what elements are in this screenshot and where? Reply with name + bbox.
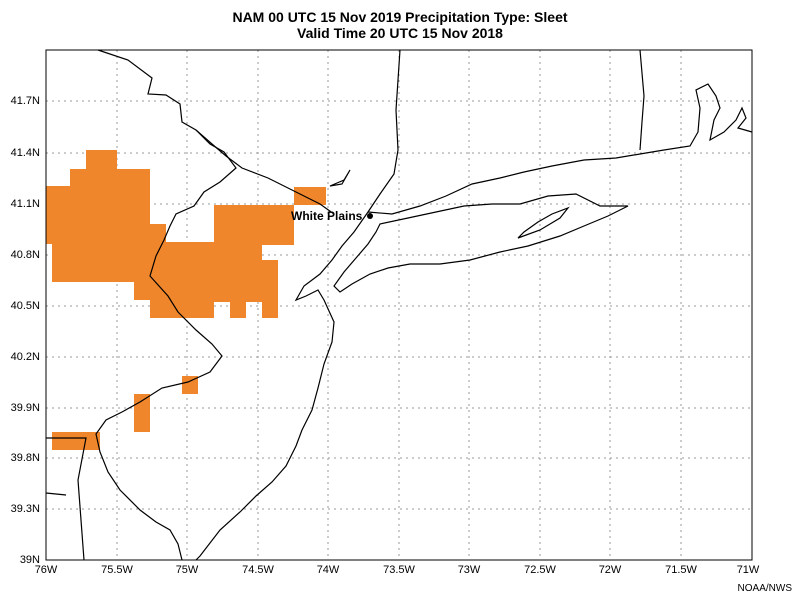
lat-tick: 39.8N bbox=[10, 452, 40, 464]
lon-tick: 75.5W bbox=[101, 564, 133, 576]
sleet-area bbox=[46, 150, 326, 450]
map-title: NAM 00 UTC 15 Nov 2019 Precipitation Typ… bbox=[232, 9, 568, 25]
sleet-cell bbox=[294, 187, 326, 205]
lon-tick: 73.5W bbox=[383, 564, 415, 576]
map-frame bbox=[45, 49, 753, 561]
grid-lines bbox=[46, 50, 752, 560]
lat-tick: 41.4N bbox=[10, 147, 40, 159]
lat-tick: 39N bbox=[19, 554, 40, 566]
sleet-cell bbox=[46, 186, 150, 226]
lon-tick: 76W bbox=[34, 564, 58, 576]
lat-tick: 40.8N bbox=[10, 249, 40, 261]
credit-label: NOAA/NWS bbox=[737, 583, 792, 594]
lon-tick: 74.5W bbox=[242, 564, 274, 576]
lat-tick: 40.2N bbox=[10, 351, 40, 363]
map-subtitle: Valid Time 20 UTC 15 Nov 2018 bbox=[297, 25, 503, 41]
sleet-cell bbox=[86, 150, 117, 170]
city-marker bbox=[367, 213, 373, 219]
lat-tick: 39.9N bbox=[10, 402, 40, 414]
lat-tick: 40.5N bbox=[10, 300, 40, 312]
sleet-cell bbox=[150, 298, 214, 318]
lon-tick: 72.5W bbox=[524, 564, 556, 576]
lon-tick: 75W bbox=[175, 564, 199, 576]
lat-tick: 39.3N bbox=[10, 503, 40, 515]
sleet-cell bbox=[70, 169, 150, 189]
lon-tick: 73W bbox=[457, 564, 481, 576]
sleet-cell bbox=[214, 205, 294, 245]
lat-tick: 41.1N bbox=[10, 198, 40, 210]
boundaries bbox=[45, 49, 753, 561]
lat-tick: 41.7N bbox=[10, 95, 40, 107]
sleet-cell bbox=[230, 298, 246, 318]
sleet-cell bbox=[134, 280, 220, 300]
sleet-cell bbox=[134, 394, 150, 432]
sleet-cell bbox=[262, 298, 278, 318]
lon-tick: 72W bbox=[598, 564, 622, 576]
sleet-cell bbox=[182, 376, 198, 394]
lon-tick: 74W bbox=[316, 564, 340, 576]
sleet-cell bbox=[246, 260, 278, 300]
city-label: White Plains bbox=[291, 209, 363, 223]
lon-tick: 71.5W bbox=[665, 564, 697, 576]
sleet-cell bbox=[46, 224, 166, 244]
sleet-cell bbox=[52, 242, 210, 282]
lon-tick: 71W bbox=[736, 564, 760, 576]
sleet-cell bbox=[52, 432, 100, 450]
